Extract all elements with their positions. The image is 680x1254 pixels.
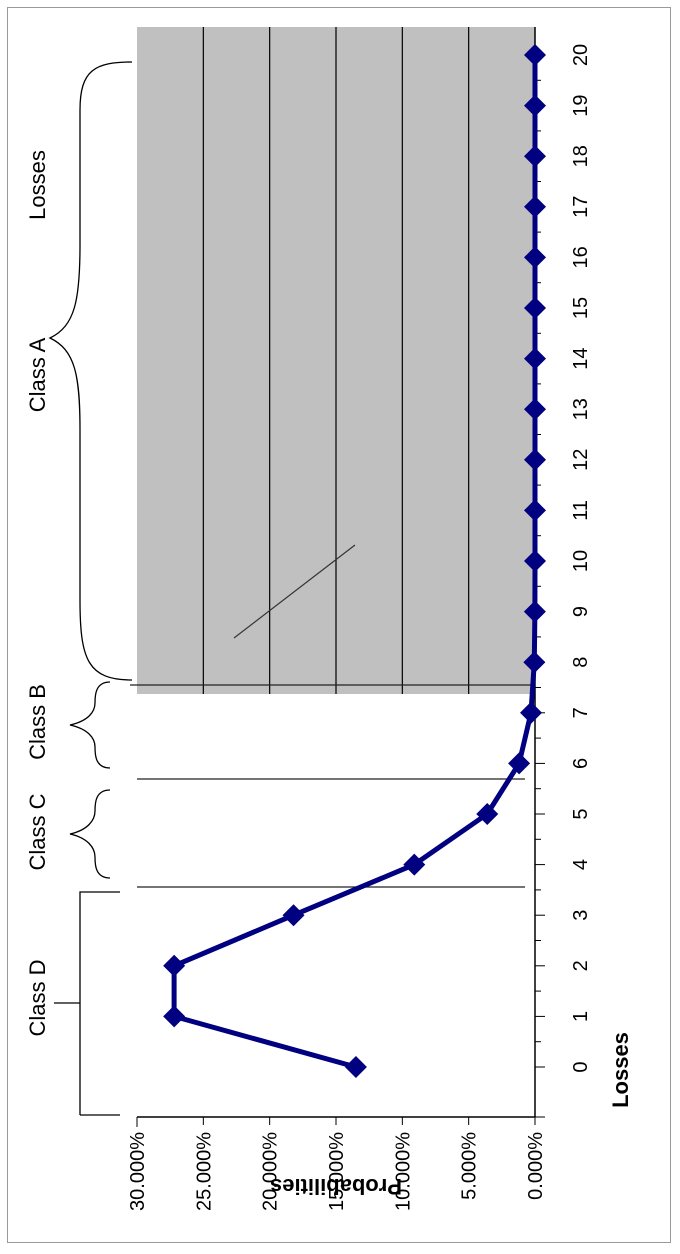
- data-point: [520, 701, 543, 724]
- data-point: [282, 904, 305, 927]
- x-tick-label: 10: [570, 550, 592, 572]
- y-tick-label: 15.000%: [326, 1132, 348, 1211]
- x-tick-label: 12: [570, 449, 592, 471]
- class-c-label: Class C: [25, 793, 50, 870]
- x-tick-label: 7: [570, 707, 592, 718]
- class-b-label: Class B: [25, 684, 50, 760]
- diagonal-mark: [233, 544, 356, 639]
- class-c-brace: [69, 789, 111, 879]
- class-a-label: Class A: [25, 337, 50, 412]
- y-tick-label: 25.000%: [193, 1132, 215, 1211]
- chart-frame: [7, 7, 671, 1243]
- x-axis-title: Losses: [608, 1032, 633, 1108]
- y-axis-title: Probabilities: [270, 1174, 402, 1199]
- data-point: [524, 94, 546, 117]
- x-tick-label: 5: [570, 808, 592, 819]
- y-tick-label: 10.000%: [392, 1132, 414, 1211]
- data-point: [344, 1056, 367, 1078]
- data-point: [523, 600, 546, 623]
- data-point: [523, 651, 546, 674]
- data-point: [508, 752, 531, 775]
- y-tick-label: 0.000%: [525, 1132, 547, 1200]
- data-point: [163, 954, 186, 977]
- y-tick-labels: 30.000% 25.000% 20.000% 15.000% 10.000% 5.000…: [127, 1132, 547, 1211]
- x-tick-label: 3: [570, 910, 592, 921]
- class-b-brace: [69, 681, 111, 769]
- y-tick-label: 5.000%: [459, 1132, 481, 1200]
- data-point: [524, 44, 546, 66]
- x-tick-label: 6: [570, 758, 592, 769]
- series-markers: [163, 44, 546, 1078]
- x-tick-label: 9: [570, 606, 592, 617]
- x-tick-label: 18: [570, 145, 592, 167]
- x-tick-label: 4: [570, 859, 592, 870]
- x-tick-label: 13: [570, 398, 592, 420]
- class-d-bracket: [54, 891, 120, 1116]
- x-tick-label: 8: [570, 657, 592, 668]
- y-tick-label: 30.000%: [127, 1132, 149, 1211]
- y-tick-marks: [136, 1117, 536, 1125]
- data-point: [403, 853, 426, 876]
- x-tick-label: 2: [570, 960, 592, 971]
- x-tick-label: 0: [570, 1061, 592, 1072]
- data-point: [524, 448, 546, 471]
- data-point: [524, 347, 546, 370]
- data-point: [476, 803, 499, 825]
- data-point: [524, 398, 546, 421]
- data-point: [163, 1005, 186, 1028]
- x-tick-label: 19: [570, 94, 592, 116]
- data-point: [524, 550, 546, 572]
- class-a-brace: [48, 61, 133, 681]
- x-tick-label: 11: [570, 500, 592, 521]
- data-point: [524, 145, 546, 168]
- data-point: [524, 499, 546, 522]
- y-tick-label: 20.000%: [260, 1132, 282, 1211]
- x-tick-label: 14: [570, 347, 592, 369]
- class-separators: [130, 684, 532, 888]
- losses-label: Losses: [25, 150, 50, 220]
- gridlines: [202, 27, 470, 694]
- x-tick-label: 1: [570, 1011, 592, 1022]
- class-d-label: Class D: [25, 959, 50, 1036]
- x-tick-label: 15: [570, 297, 592, 319]
- x-tick-label: 20: [570, 44, 592, 66]
- data-point: [524, 195, 546, 218]
- x-tick-label: 17: [570, 196, 592, 218]
- data-point: [524, 297, 546, 319]
- x-tick-label: 16: [570, 246, 592, 268]
- data-point: [524, 246, 546, 269]
